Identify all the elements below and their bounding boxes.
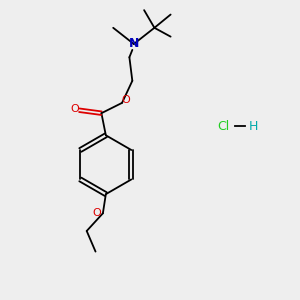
Text: Cl: Cl — [218, 120, 230, 133]
Text: O: O — [92, 208, 101, 218]
Text: H: H — [248, 120, 258, 133]
Text: N: N — [129, 38, 139, 50]
Text: O: O — [121, 95, 130, 105]
Text: O: O — [70, 104, 79, 114]
